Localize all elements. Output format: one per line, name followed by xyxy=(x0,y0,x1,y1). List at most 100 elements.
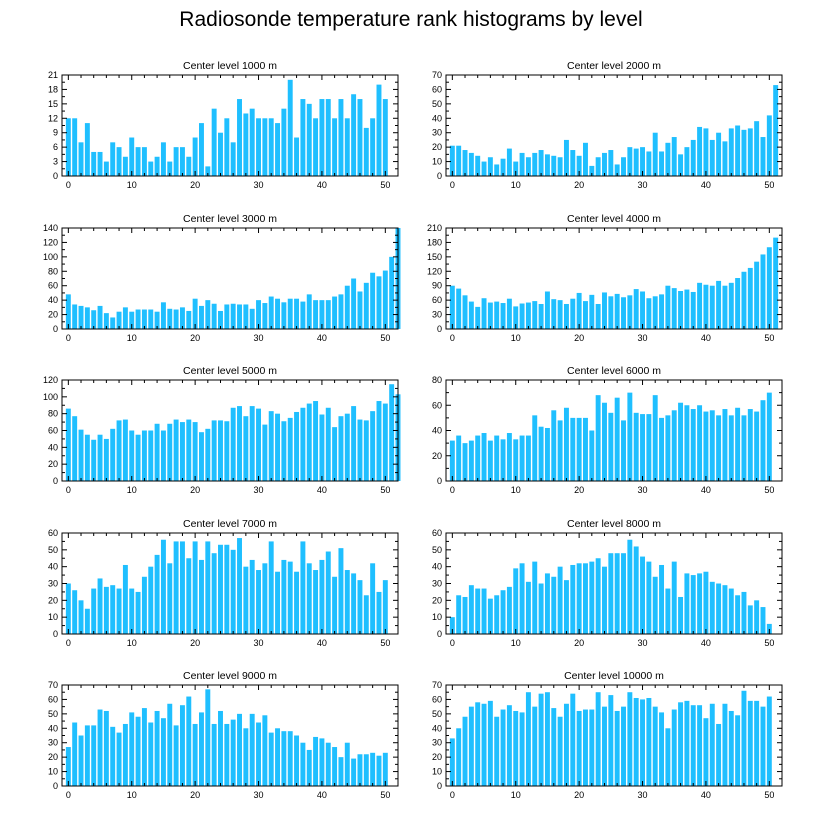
histogram-bar xyxy=(97,434,103,481)
histogram-bar xyxy=(179,541,185,634)
histogram-bar xyxy=(570,693,576,786)
histogram-bar xyxy=(494,164,500,176)
histogram-bar xyxy=(716,415,722,481)
histogram-bar xyxy=(760,706,766,786)
histogram-bar xyxy=(268,118,274,176)
histogram-bar xyxy=(544,692,550,786)
histogram-bar xyxy=(652,706,658,786)
histogram-bar xyxy=(224,723,230,786)
y-tick-label: 60 xyxy=(48,281,58,291)
histogram-bar xyxy=(389,256,395,329)
histogram-bar xyxy=(154,311,160,329)
histogram-bar xyxy=(462,295,468,329)
histogram-bar xyxy=(602,566,607,634)
histogram-bar xyxy=(665,285,671,329)
histogram-bar xyxy=(97,305,103,329)
histogram-bar xyxy=(684,289,690,329)
histogram-bar xyxy=(741,129,747,176)
histogram-bar xyxy=(506,148,512,176)
histogram-bar xyxy=(754,121,760,176)
y-tick-label: 70 xyxy=(48,680,58,690)
histogram-bar xyxy=(148,566,154,634)
histogram-bar xyxy=(633,697,639,786)
histogram-bar xyxy=(357,419,363,481)
y-tick-label: 40 xyxy=(432,113,442,123)
histogram-bar xyxy=(646,697,652,786)
histogram-bar xyxy=(281,559,287,634)
histogram-bar xyxy=(294,137,300,176)
x-tick-label: 0 xyxy=(450,790,455,800)
histogram-bar xyxy=(275,413,281,481)
histogram-bar xyxy=(287,79,293,176)
histogram-bar xyxy=(78,600,84,634)
histogram-bar xyxy=(475,306,481,329)
histogram-bar xyxy=(122,723,128,786)
histogram-bar xyxy=(684,573,690,634)
histogram-bar xyxy=(627,539,633,634)
histogram-panel-3: Center level 3000 m 0 10 20 30 40 50 0 20 40 60 80 1… xyxy=(43,213,401,343)
histogram-bar xyxy=(640,556,645,634)
x-tick-label: 30 xyxy=(254,638,264,648)
histogram-bar xyxy=(538,426,544,481)
histogram-bar xyxy=(389,384,395,481)
y-tick-label: 10 xyxy=(432,157,442,167)
histogram-bar xyxy=(186,156,192,176)
y-tick-label: 10 xyxy=(48,612,58,622)
histogram-bar xyxy=(684,405,690,481)
histogram-bar xyxy=(122,156,128,176)
histogram-bar xyxy=(627,147,633,176)
histogram-bar xyxy=(468,440,474,481)
histogram-bar xyxy=(192,541,198,634)
y-tick-label: 0 xyxy=(53,171,58,181)
x-tick-label: 10 xyxy=(511,180,521,190)
histogram-bar xyxy=(230,142,236,176)
histogram-bar xyxy=(576,563,582,634)
histogram-bar xyxy=(583,301,588,329)
histogram-bar xyxy=(192,723,198,786)
x-tick-label: 20 xyxy=(574,790,584,800)
x-tick-label: 10 xyxy=(127,485,137,495)
y-tick-label: 10 xyxy=(432,612,442,622)
histogram-bar xyxy=(678,596,684,634)
y-tick-label: 15 xyxy=(48,99,58,109)
histogram-bar xyxy=(583,142,588,176)
histogram-bar xyxy=(179,147,185,176)
histogram-bar xyxy=(78,142,84,176)
histogram-bar xyxy=(199,432,204,481)
x-tick-label: 0 xyxy=(66,638,71,648)
histogram-bar xyxy=(230,719,236,786)
histogram-bar xyxy=(363,127,369,176)
histogram-bar xyxy=(652,576,658,634)
histogram-bar xyxy=(671,288,677,329)
x-tick-label: 10 xyxy=(127,180,137,190)
histogram-bar xyxy=(363,420,369,481)
histogram-bar xyxy=(684,700,690,786)
y-tick-label: 20 xyxy=(48,752,58,762)
y-tick-label: 6 xyxy=(53,142,58,152)
histogram-bar xyxy=(583,709,588,786)
histogram-bar xyxy=(602,152,607,176)
histogram-bar xyxy=(589,294,595,329)
histogram-bar xyxy=(306,563,312,634)
histogram-bar xyxy=(78,305,84,329)
histogram-bar xyxy=(462,443,468,482)
histogram-bar xyxy=(608,296,614,329)
x-tick-label: 40 xyxy=(317,333,327,343)
y-tick-label: 20 xyxy=(48,459,58,469)
y-tick-label: 40 xyxy=(432,723,442,733)
histogram-bar xyxy=(287,561,293,634)
histogram-bar xyxy=(614,164,620,176)
histogram-bar xyxy=(300,301,306,329)
histogram-bar xyxy=(116,311,122,329)
histogram-bar xyxy=(332,576,338,634)
histogram-bar xyxy=(363,595,369,634)
histogram-bar xyxy=(500,439,506,481)
histogram-bar xyxy=(110,726,116,786)
histogram-bar xyxy=(224,118,230,176)
histogram-bar xyxy=(129,588,135,634)
histogram-bar xyxy=(640,699,645,786)
x-tick-label: 40 xyxy=(317,638,327,648)
histogram-bar xyxy=(148,309,154,329)
histogram-bar xyxy=(456,435,462,481)
